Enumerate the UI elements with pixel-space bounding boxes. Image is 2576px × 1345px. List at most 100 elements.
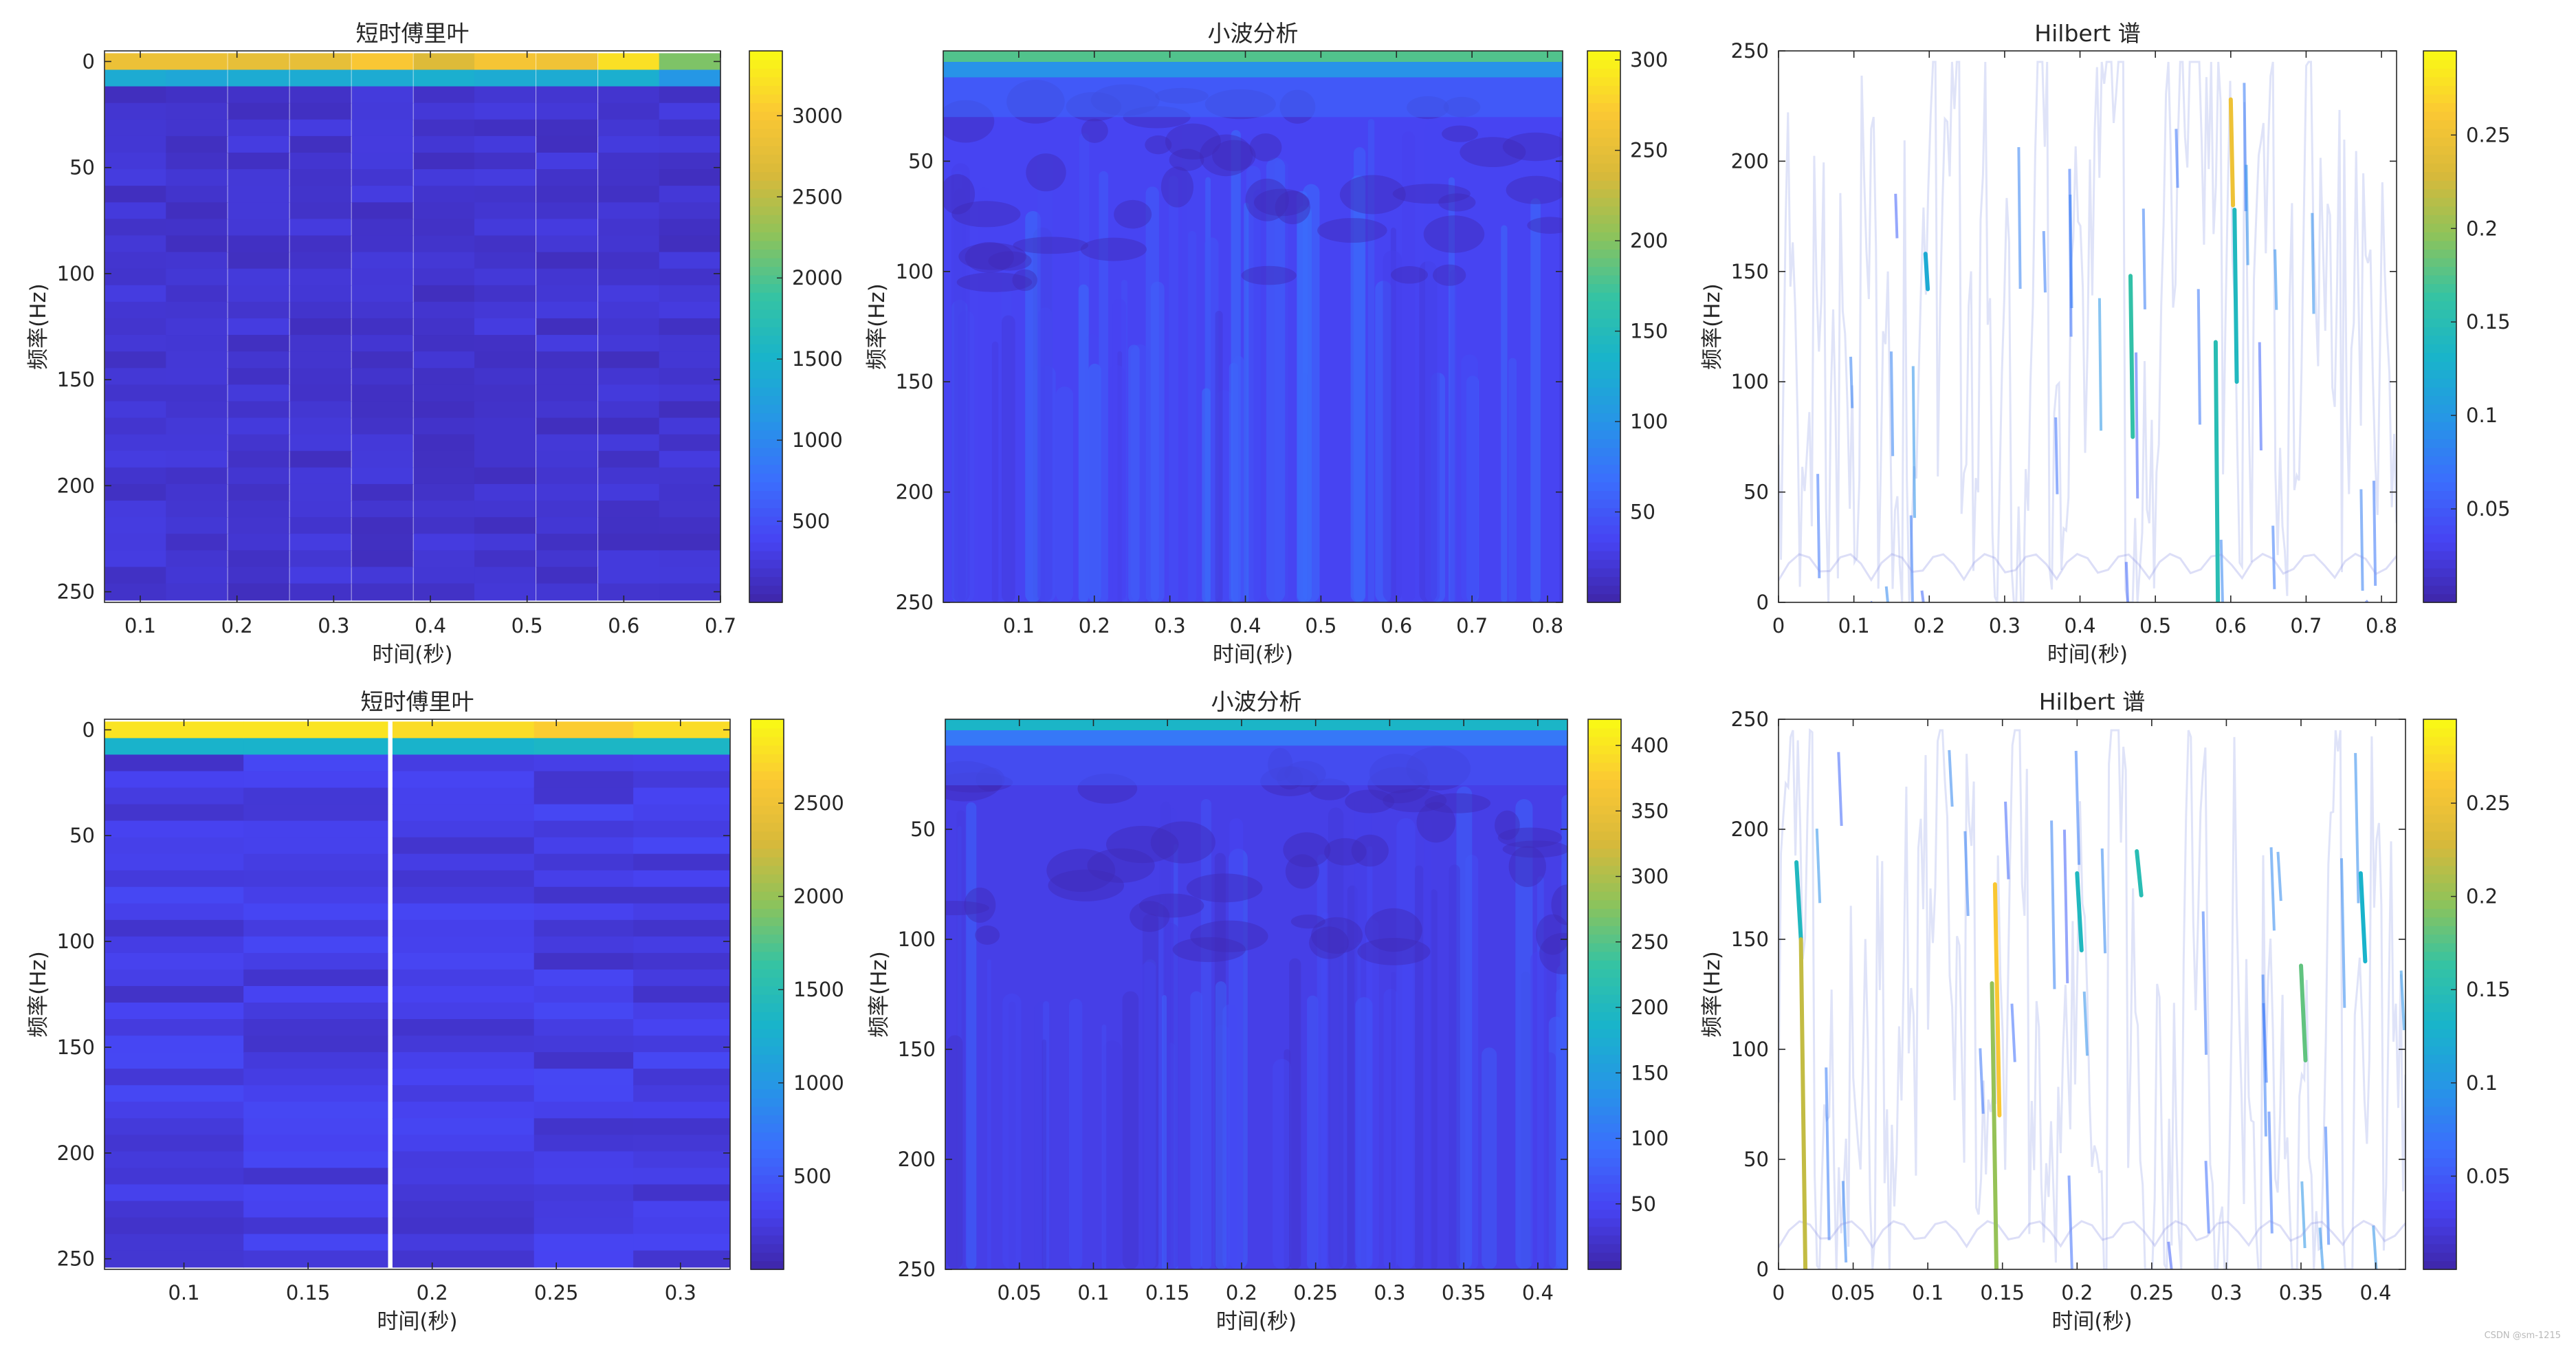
stft-1-cell-2-17 <box>228 335 289 352</box>
stft-1-colorbar-cell-51 <box>749 154 782 164</box>
stft-1-cell-3-14 <box>289 285 351 303</box>
stft-1-colorbar-cell-19 <box>749 430 782 439</box>
stft-2-colorbar-cell-7 <box>751 1201 784 1210</box>
stft-2-cell-1-31 <box>243 1234 388 1251</box>
hilbert-1-highlight-4 <box>2232 207 2239 384</box>
hilbert-1-colorbar-cell-16 <box>2423 455 2456 466</box>
stft-1-xtick-label-3: 0.4 <box>415 614 446 637</box>
stft-2-cell-0-27 <box>104 1168 245 1185</box>
stft-1-cell-1-26 <box>166 483 228 501</box>
stft-2-colorbar-cell-23 <box>751 1063 784 1073</box>
cwt-2-colorbar-cell-24 <box>1588 1054 1621 1064</box>
stft-1-cell-0-4 <box>104 119 167 137</box>
cwt-1-blob-34 <box>1245 178 1289 221</box>
stft-2-cell-0-29 <box>104 1201 245 1218</box>
stft-1-cell-2-12 <box>228 252 289 270</box>
stft-1-cell-4-21 <box>351 401 413 419</box>
stft-1-colorbar-cell-22 <box>749 404 782 414</box>
stft-1-cell-9-5 <box>659 135 720 153</box>
stft-2-cell-4-1 <box>633 738 730 756</box>
hilbert-1-segment-21 <box>2017 146 2022 289</box>
stft-1-colorbar-cell-8 <box>749 525 782 534</box>
stft-1-cell-8-6 <box>598 152 660 170</box>
cwt-1-blob-44 <box>1012 269 1037 292</box>
cwt-2-colorbar-cell-63 <box>1588 719 1621 729</box>
stft-1-cell-6-17 <box>474 335 536 352</box>
stft-1-cell-8-3 <box>598 102 660 120</box>
cwt-1-colorbar-cell-24 <box>1587 386 1620 397</box>
stft-1-cell-6-14 <box>474 285 536 303</box>
hilbert-1-xtick-label-0: 0 <box>1772 614 1785 637</box>
stft-2-colorbar-cell-45 <box>751 874 784 884</box>
stft-1-cell-4-31 <box>351 567 413 584</box>
hilbert-1-panel: 0 0.1 0.2 0.3 0.4 0.5 0.6 0.7 0.8 0 50 100 150 200 250… <box>1700 20 2511 667</box>
cwt-1-blob-36 <box>1212 140 1256 171</box>
stft-2-cell-2-14 <box>392 952 538 970</box>
cwt-1-colorbar-cell-53 <box>1587 137 1620 146</box>
stft-1-cell-6-7 <box>474 169 536 186</box>
stft-2-cell-0-23 <box>104 1102 245 1119</box>
stft-1-cell-9-13 <box>659 268 720 286</box>
stft-1-cell-0-7 <box>104 169 167 186</box>
hilbert-2-colorbar-cell-23 <box>2423 1063 2456 1073</box>
cwt-1-streak-52 <box>1202 388 1211 602</box>
cwt-1-colorbar-cell-13 <box>1587 481 1620 491</box>
cwt-1-colorbar-cell-58 <box>1587 94 1620 103</box>
cwt-2-ytick-label-0: 50 <box>910 818 936 841</box>
stft-2-cell-4-28 <box>633 1184 730 1202</box>
cwt-1-title: 小波分析 <box>1208 20 1299 47</box>
stft-2-cell-4-2 <box>633 754 730 772</box>
stft-2-colorbar-cell-52 <box>751 813 784 823</box>
hilbert-1-colorbar-cell-30 <box>2423 335 2456 345</box>
stft-1-cell-6-20 <box>474 384 536 402</box>
stft-1-colorbar-cell-17 <box>749 447 782 457</box>
stft-2-colorbar-cell-63 <box>751 719 784 729</box>
stft-1-xtick-label-6: 0.7 <box>705 614 736 637</box>
cwt-2-colorbar-cell-23 <box>1588 1063 1621 1073</box>
hilbert-1-title: Hilbert 谱 <box>2034 20 2140 47</box>
hilbert-2-colorbar-cell-62 <box>2423 728 2456 737</box>
cwt-2-blob-16 <box>1046 849 1116 893</box>
cwt-2-colorbar-cell-38 <box>1588 934 1621 943</box>
cwt-1-colorbar-cell-21 <box>1587 413 1620 422</box>
hilbert-2-colorbar-cell-2 <box>2423 1243 2456 1253</box>
cwt-1-colorbar-cell-16 <box>1587 455 1620 466</box>
stft-1-cell-0-32 <box>104 583 167 601</box>
stft-1-cell-6-16 <box>474 318 536 336</box>
stft-2-colorbar-cell-58 <box>751 762 784 772</box>
stft-1-cell-6-21 <box>474 401 536 419</box>
cwt-1-blob-27 <box>1241 265 1297 285</box>
stft-1-cell-1-13 <box>166 268 228 286</box>
cwt-2-colorbar-cell-47 <box>1588 857 1621 866</box>
stft-1-cell-3-2 <box>289 86 351 104</box>
cwt-1-colorbar-label-3: 200 <box>1630 229 1668 252</box>
cwt-2-top-band-1 <box>945 730 1567 746</box>
hilbert-1-colorbar-cell-32 <box>2423 318 2456 327</box>
stft-2-cell-4-18 <box>633 1019 730 1036</box>
stft-1-cell-0-24 <box>104 450 167 468</box>
stft-2-colorbar-cell-5 <box>751 1218 784 1227</box>
stft-1-cell-3-19 <box>289 368 351 386</box>
cwt-1-blob-20 <box>988 251 1032 271</box>
stft-1-cell-2-31 <box>228 567 289 584</box>
stft-1-cell-8-24 <box>598 450 660 468</box>
hilbert-2-colorbar-cell-26 <box>2423 1037 2456 1047</box>
hilbert-1-trace-faint <box>1779 61 2397 602</box>
cwt-1-xtick-label-1: 0.2 <box>1079 614 1110 637</box>
cwt-1-xtick-label-2: 0.3 <box>1154 614 1186 637</box>
stft-1-cell-3-18 <box>289 351 351 369</box>
cwt-2-xtick-label-6: 0.35 <box>1442 1281 1486 1304</box>
stft-2-cell-2-23 <box>392 1102 538 1119</box>
hilbert-1-colorbar-cell-36 <box>2423 283 2456 293</box>
hilbert-2-colorbar-cell-17 <box>2423 1115 2456 1124</box>
stft-1-cell-7-30 <box>536 550 598 568</box>
cwt-1-colorbar-cell-5 <box>1587 550 1620 560</box>
cwt-2-streak-6 <box>1396 818 1416 1269</box>
cwt-1-colorbar-cell-50 <box>1587 162 1620 173</box>
stft-1-cell-9-1 <box>659 69 720 87</box>
cwt-2-colorbar-cell-56 <box>1588 779 1621 789</box>
stft-1-cell-6-30 <box>474 550 536 568</box>
stft-1-cell-3-7 <box>289 169 351 186</box>
cwt-2-colorbar-cell-36 <box>1588 951 1621 961</box>
stft-1-cell-7-13 <box>536 268 598 286</box>
